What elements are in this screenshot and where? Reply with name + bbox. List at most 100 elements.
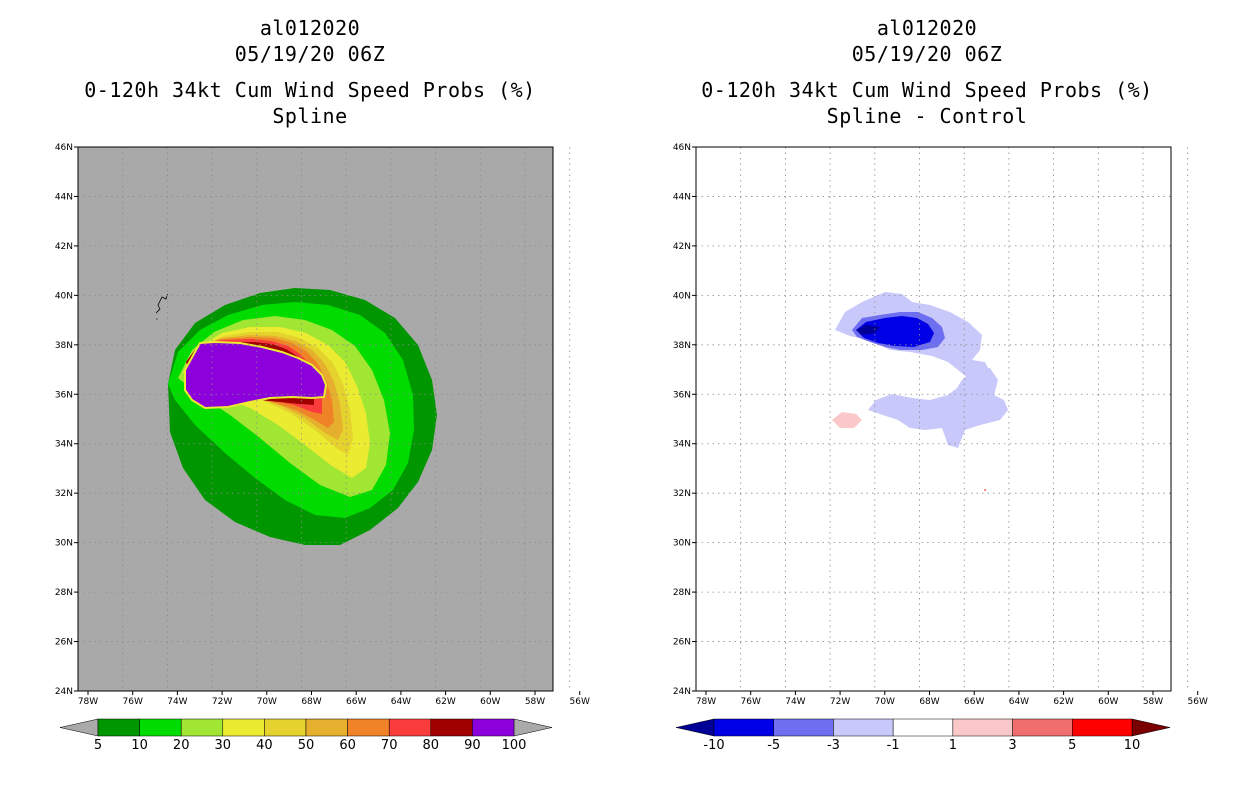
colorbar-swatch bbox=[833, 718, 894, 737]
colorbar-swatch bbox=[773, 718, 834, 737]
left-colorbar: 5 10 20 30 40 50 60 70 80 90 100 bbox=[59, 718, 553, 753]
colorbar-swatch bbox=[305, 718, 348, 737]
lat-label: 40N bbox=[673, 291, 691, 301]
contour-90-100 bbox=[184, 340, 328, 410]
lat-label: 24N bbox=[55, 687, 73, 697]
colorbar-label: 10 bbox=[131, 738, 148, 753]
left-panel-title: al012020 05/19/20 06Z 0-120h 34kt Cum Wi… bbox=[30, 15, 590, 129]
diff-minus1-south bbox=[868, 368, 1008, 448]
lat-label: 46N bbox=[673, 143, 691, 153]
lat-label: 38N bbox=[673, 341, 691, 351]
lat-label: 30N bbox=[55, 539, 73, 549]
lon-label: 78W bbox=[696, 697, 716, 707]
right-method-title: Spline - Control bbox=[826, 104, 1028, 128]
lon-label: 58W bbox=[525, 697, 545, 707]
colorbar-label: -1 bbox=[887, 738, 900, 753]
lon-label: 56W bbox=[1188, 697, 1208, 707]
lon-label: 70W bbox=[257, 697, 277, 707]
lon-label: 66W bbox=[346, 697, 366, 707]
lon-label: 64W bbox=[1009, 697, 1029, 707]
lat-label: 30N bbox=[673, 539, 691, 549]
diff-speck bbox=[984, 489, 986, 491]
lat-label: 32N bbox=[55, 489, 73, 499]
lat-label: 32N bbox=[673, 489, 691, 499]
colorbar-swatch bbox=[264, 718, 307, 737]
colorbar-label: 100 bbox=[502, 738, 527, 753]
colorbar-label: 1 bbox=[949, 738, 957, 753]
lon-label: 76W bbox=[741, 697, 761, 707]
lat-label: 26N bbox=[673, 638, 691, 648]
left-axis-labels: 46N 44N 42N 40N 38N 36N 34N 32N 30N 28N 26N 24N 78W 7… bbox=[55, 143, 590, 707]
right-storm-id: al012020 bbox=[876, 16, 978, 40]
lat-label: 44N bbox=[55, 192, 73, 202]
lon-label: 66W bbox=[964, 697, 984, 707]
lon-label: 72W bbox=[830, 697, 850, 707]
colorbar-label: 3 bbox=[1008, 738, 1016, 753]
colorbar-swatch bbox=[430, 718, 473, 737]
right-graticule bbox=[696, 147, 1189, 691]
colorbar-swatch bbox=[472, 718, 515, 737]
colorbar-over-triangle bbox=[1131, 718, 1171, 737]
right-colorbar: -10 -5 -3 -1 1 3 5 10 bbox=[675, 718, 1171, 753]
colorbar-swatch bbox=[97, 718, 140, 737]
colorbar-label: 50 bbox=[298, 738, 315, 753]
colorbar-swatch bbox=[347, 718, 390, 737]
colorbar-label: -10 bbox=[703, 738, 724, 753]
colorbar-over-triangle bbox=[513, 718, 553, 737]
lat-label: 36N bbox=[55, 390, 73, 400]
colorbar-label: 90 bbox=[464, 738, 481, 753]
left-map-panel: 46N 44N 42N 40N 38N 36N 34N 32N 30N 28N 26N 24N 78W 7… bbox=[55, 143, 590, 707]
lon-label: 60W bbox=[480, 697, 500, 707]
colorbar-under-triangle bbox=[675, 718, 715, 737]
colorbar-swatch bbox=[180, 718, 224, 737]
lon-label: 78W bbox=[78, 697, 98, 707]
diff-minus10 bbox=[856, 325, 880, 335]
colorbar-label: 10 bbox=[1124, 738, 1141, 753]
lon-label: 74W bbox=[167, 697, 187, 707]
left-method-title: Spline bbox=[272, 104, 348, 128]
colorbar-swatch bbox=[388, 718, 432, 737]
colorbar-swatch bbox=[892, 718, 954, 737]
lat-label: 34N bbox=[55, 440, 73, 450]
left-probability-contours bbox=[168, 288, 437, 545]
colorbar-swatch bbox=[139, 718, 182, 737]
colorbar-label: 60 bbox=[339, 738, 356, 753]
left-product-title: 0-120h 34kt Cum Wind Speed Probs (%) bbox=[84, 78, 536, 102]
lat-label: 42N bbox=[673, 242, 691, 252]
lat-label: 40N bbox=[55, 291, 73, 301]
lon-label: 76W bbox=[123, 697, 143, 707]
lat-label: 38N bbox=[55, 341, 73, 351]
colorbar-label: 5 bbox=[94, 738, 102, 753]
right-map-panel: 46N 44N 42N 40N 38N 36N 34N 32N 30N 28N 26N 24N 78W 7… bbox=[673, 143, 1208, 707]
colorbar-label: 5 bbox=[1068, 738, 1076, 753]
lon-label: 60W bbox=[1098, 697, 1118, 707]
right-panel-title: al012020 05/19/20 06Z 0-120h 34kt Cum Wi… bbox=[647, 15, 1207, 129]
colorbar-label: -5 bbox=[767, 738, 780, 753]
lon-label: 70W bbox=[875, 697, 895, 707]
lat-label: 34N bbox=[673, 440, 691, 450]
colorbar-label: -3 bbox=[827, 738, 840, 753]
colorbar-label: 80 bbox=[423, 738, 440, 753]
lon-label: 68W bbox=[301, 697, 321, 707]
left-graticule bbox=[78, 147, 571, 691]
colorbar-swatch bbox=[222, 718, 265, 737]
lon-label: 58W bbox=[1143, 697, 1163, 707]
lon-label: 72W bbox=[212, 697, 232, 707]
lon-label: 64W bbox=[391, 697, 411, 707]
colorbar-swatch bbox=[713, 718, 774, 737]
left-datetime: 05/19/20 06Z bbox=[234, 42, 386, 66]
lon-label: 62W bbox=[1053, 697, 1073, 707]
right-datetime: 05/19/20 06Z bbox=[851, 42, 1003, 66]
right-product-title: 0-120h 34kt Cum Wind Speed Probs (%) bbox=[701, 78, 1153, 102]
lat-label: 24N bbox=[673, 687, 691, 697]
lon-label: 68W bbox=[919, 697, 939, 707]
lon-label: 74W bbox=[785, 697, 805, 707]
right-axis-labels: 46N 44N 42N 40N 38N 36N 34N 32N 30N 28N 26N 24N 78W 7… bbox=[673, 143, 1208, 707]
lat-label: 36N bbox=[673, 390, 691, 400]
lon-label: 62W bbox=[435, 697, 455, 707]
lat-label: 42N bbox=[55, 242, 73, 252]
lon-label: 56W bbox=[570, 697, 590, 707]
colorbar-label: 30 bbox=[215, 738, 232, 753]
left-storm-id: al012020 bbox=[259, 16, 361, 40]
